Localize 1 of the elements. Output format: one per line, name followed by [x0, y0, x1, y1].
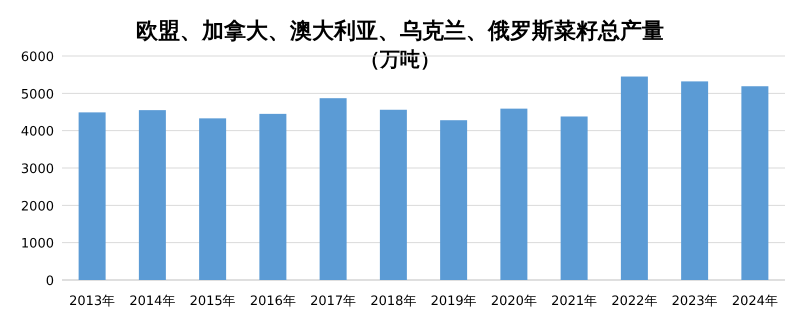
title: 欧盟、加拿大、澳大利亚、乌克兰、俄罗斯菜籽总产量	[136, 19, 664, 44]
